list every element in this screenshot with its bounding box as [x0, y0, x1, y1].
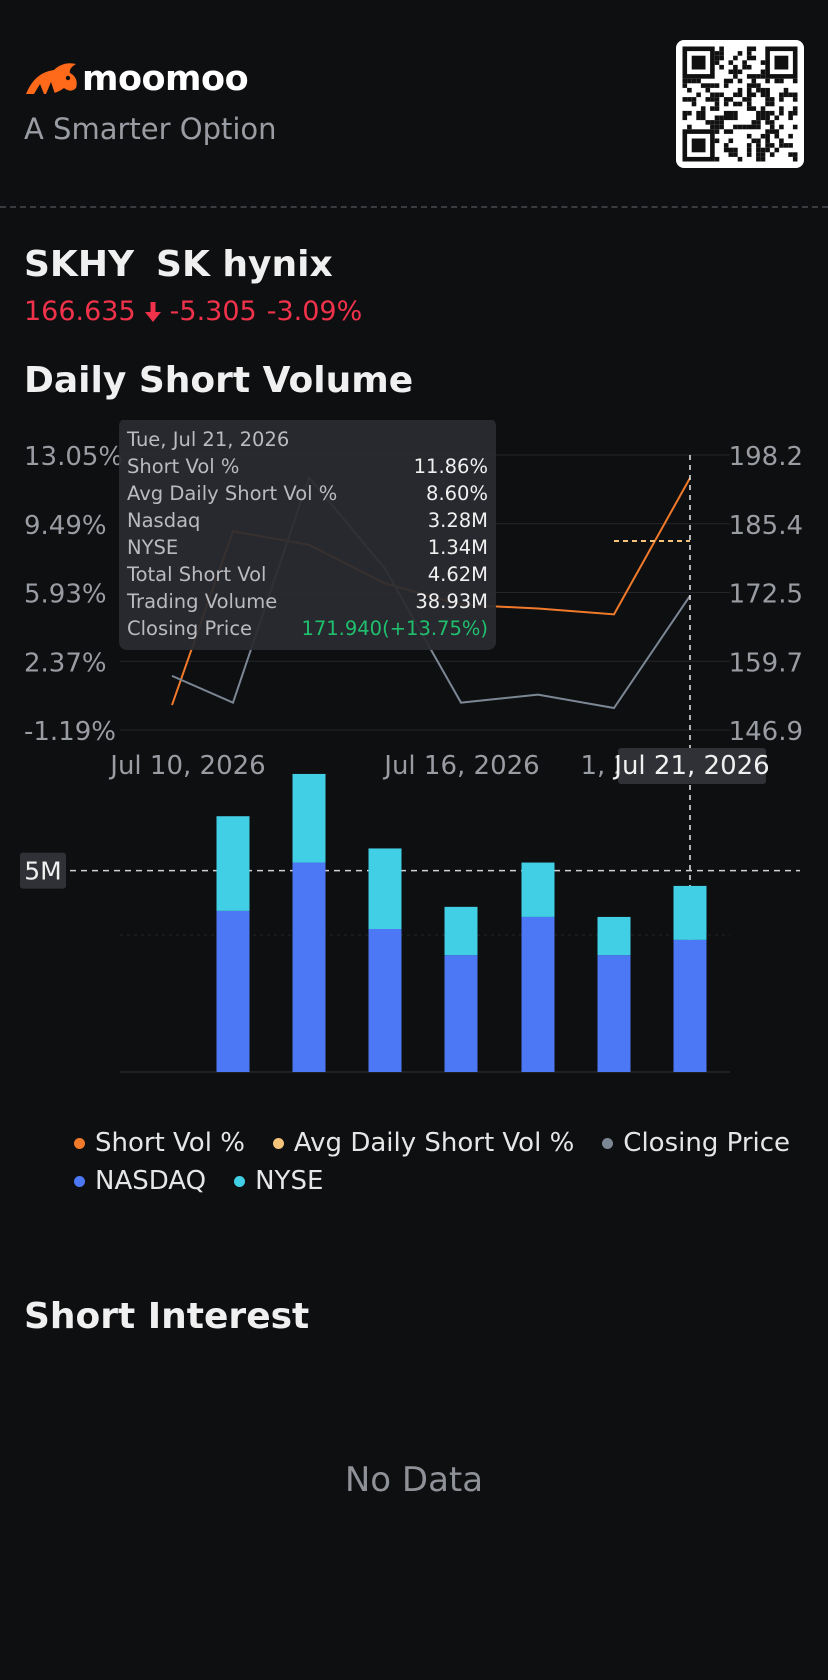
bar-nasdaq-jul-16[interactable] — [444, 955, 478, 1072]
tooltip-row-value: 171.940(+13.75%) — [301, 617, 488, 640]
moomoo-bull-icon — [26, 63, 77, 94]
y-right-tick-label: 146.9 — [729, 717, 803, 747]
bar-nyse-jul-16[interactable] — [444, 906, 478, 956]
legend-item-nyse[interactable]: NYSE — [234, 1166, 323, 1196]
stock-price: 166.635 — [24, 296, 136, 327]
bar-nasdaq-jul-13[interactable] — [216, 910, 250, 1072]
brand-name: moomoo — [82, 59, 249, 99]
tooltip-row-label: Short Vol % — [127, 455, 239, 478]
legend-dot-icon — [272, 1137, 284, 1149]
threshold-badge — [20, 852, 66, 889]
x-tick-label: Jul 16, 2026 — [382, 751, 539, 781]
tooltip-row-label: Closing Price — [127, 617, 252, 640]
legend-dot-icon — [74, 1137, 85, 1149]
legend-dot-icon — [602, 1137, 614, 1149]
bar-nyse-jul-14[interactable] — [292, 773, 326, 863]
legend-item-avg-daily-short-vol[interactable]: Avg Daily Short Vol % — [272, 1128, 575, 1158]
no-data-message: No Data — [344, 1460, 484, 1500]
tooltip-row-value: 1.34M — [428, 536, 488, 559]
tooltip-box — [119, 420, 496, 650]
tooltip-date: Tue, Jul 21, 2026 — [126, 428, 289, 451]
tooltip-row-value: 38.93M — [415, 590, 488, 613]
bar-nyse-jul-15[interactable] — [368, 848, 402, 930]
bar-nyse-jul-20[interactable] — [597, 916, 631, 956]
qr-code-icon[interactable] — [676, 40, 804, 168]
x-tick-label: Jul 10, 2026 — [108, 751, 265, 781]
legend-label: Closing Price — [623, 1128, 791, 1158]
price-change-percent: -3.09% — [266, 296, 363, 327]
bar-nasdaq-jul-21[interactable] — [673, 939, 707, 1072]
app-header: moomoo A Smarter Option — [0, 0, 828, 207]
stock-quote: 166.635 -5.305 -3.09% — [24, 296, 362, 327]
legend-dot-icon — [234, 1175, 246, 1187]
threshold-label: 5M — [24, 857, 61, 886]
tooltip-row-label: Total Short Vol — [126, 563, 266, 586]
bar-nyse-jul-21[interactable] — [673, 885, 707, 940]
legend-item-nasdaq[interactable]: NASDAQ — [74, 1166, 206, 1196]
daily-short-volume-chart[interactable]: 13.05% 9.49% 5.93% 2.37% -1.19% 198.2 185.4 172… — [0, 420, 828, 1100]
legend-item-closing-price[interactable]: Closing Price — [602, 1128, 790, 1158]
y-right-tick-label: 198.2 — [729, 442, 803, 472]
tooltip-row-label: Trading Volume — [126, 590, 277, 613]
y-right-tick-label: 159.7 — [729, 648, 803, 678]
brand-logo[interactable]: moomoo — [24, 58, 249, 100]
y-right-tick-label: 172.5 — [729, 580, 803, 610]
y-left-tick-label: 13.05% — [24, 442, 123, 472]
stock-symbol: SKHY — [24, 244, 135, 285]
legend-item-short-vol[interactable]: Short Vol % — [74, 1128, 245, 1158]
price-change: -5.305 — [169, 296, 257, 327]
tooltip-row-label: Nasdaq — [127, 509, 200, 532]
legend-label: Avg Daily Short Vol % — [293, 1128, 575, 1158]
tooltip-row-value: 11.86% — [414, 455, 488, 478]
y-left-tick-label: 5.93% — [24, 580, 107, 610]
y-right-tick-label: 185.4 — [729, 511, 803, 541]
x-tick-label: Jul 21, 2026 — [522, 751, 679, 781]
legend-dot-icon — [74, 1175, 85, 1187]
bar-nasdaq-jul-20[interactable] — [597, 955, 631, 1072]
bar-nasdaq-jul-17[interactable] — [521, 916, 555, 1072]
chart-tooltip: Tue, Jul 21, 2026 Short Vol % 11.86% Avg Da… — [119, 420, 496, 650]
chart-legend: Short Vol % Avg Daily Short Vol % Closing … — [74, 1124, 814, 1200]
crosshair-date-label: Jul 21, 2026 — [612, 751, 769, 781]
bar-nasdaq-jul-15[interactable] — [368, 929, 402, 1072]
daily-short-volume-title: Daily Short Volume — [24, 360, 414, 401]
arrow-down-icon — [144, 301, 161, 322]
legend-label: NASDAQ — [95, 1166, 207, 1196]
bar-nyse-jul-13[interactable] — [216, 816, 250, 911]
y-left-tick-label: -1.19% — [24, 717, 116, 747]
tooltip-row-value: 4.62M — [428, 563, 488, 586]
short-interest-title: Short Interest — [24, 1296, 310, 1337]
tooltip-row-value: 8.60% — [426, 482, 488, 505]
legend-label: Short Vol % — [95, 1128, 245, 1158]
stock-name: SK hynix — [156, 244, 333, 285]
bar-nyse-jul-17[interactable] — [521, 862, 555, 917]
stock-title: SKHY SK hynix — [24, 244, 333, 285]
y-left-tick-label: 2.37% — [24, 648, 107, 678]
brand-tagline: A Smarter Option — [24, 112, 277, 146]
tooltip-row-label: NYSE — [127, 536, 178, 559]
header-divider — [0, 206, 828, 208]
tooltip-row-value: 3.28M — [428, 509, 488, 532]
y-left-tick-label: 9.49% — [24, 511, 107, 541]
bar-nasdaq-jul-14[interactable] — [292, 862, 326, 1072]
crosshair-date-badge — [618, 748, 766, 784]
tooltip-row-label: Avg Daily Short Vol % — [127, 482, 337, 505]
legend-label: NYSE — [255, 1166, 324, 1196]
